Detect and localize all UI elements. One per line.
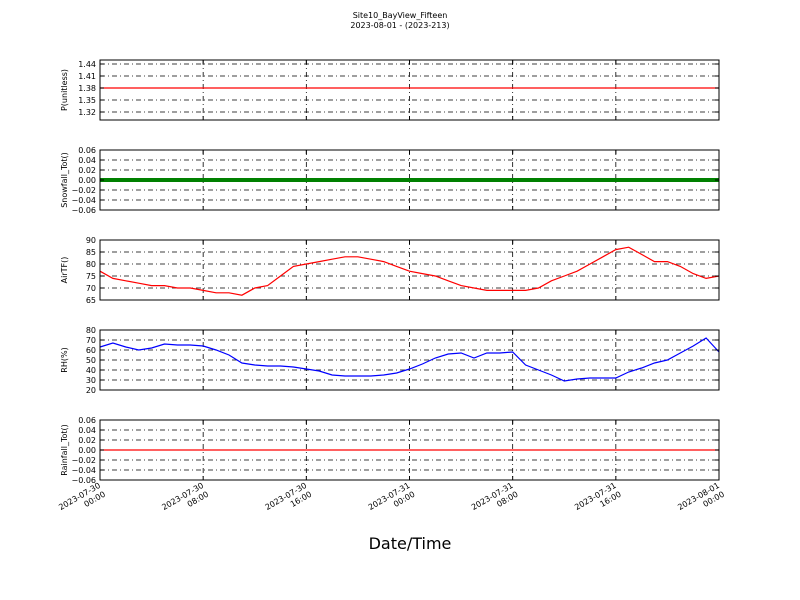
y-tick-label: −0.04 [71,196,96,205]
y-tick-label: 85 [86,248,96,257]
y-tick-label: 20 [86,386,96,395]
y-tick-label: 70 [86,336,96,345]
y-tick-label: −0.06 [71,476,96,485]
panel-1: 1.32 1.35 1.38 1.41 1.44 P(unitless) [60,59,720,121]
y-tick-label: 60 [86,346,96,355]
y-tick-label: 0.02 [78,166,96,175]
y-tick-label: −0.02 [71,456,96,465]
y-tick-label: 90 [86,236,96,245]
y-tick-label: 1.35 [78,96,96,105]
figure-title: Site10_BayView_Fifteen [352,11,448,20]
panel-5: −0.06−0.04−0.020.000.020.040.06 Rainfall_… [60,416,720,485]
y-tick-label: 1.44 [78,60,96,69]
y-tick-label: 0.04 [78,426,96,435]
y-tick-label: 0.04 [78,156,96,165]
panel-3: 65 70 75 80 85 90 AirTF() [60,236,720,305]
y-tick-label: 80 [86,260,96,269]
y-tick-label: −0.02 [71,186,96,195]
y-tick-label: 0.06 [78,416,96,425]
y-tick-label: 40 [86,366,96,375]
y-tick-label: −0.06 [71,206,96,215]
y-tick-label: 30 [86,376,96,385]
figure-subtitle: 2023-08-01 - (2023-213) [350,21,450,30]
y-tick-label: 0.06 [78,146,96,155]
y-tick-label: 1.41 [78,72,96,81]
y-tick-label: 75 [86,272,96,281]
y-tick-label: 65 [86,296,96,305]
x-axis-label: Date/Time [368,534,452,553]
y-tick-label: 70 [86,284,96,293]
y-tick-label: 0.02 [78,436,96,445]
y-axis-label: Snowfall_Tot() [60,152,69,208]
y-axis-label: AirTF() [60,257,69,284]
y-tick-label: 80 [86,326,96,335]
y-axis-label: P(unitless) [60,69,69,111]
series-line [99,246,720,296]
chart-title: Site10_BayView_Fifteen 2023-08-01 - (202… [0,11,800,31]
y-tick-label: 1.32 [78,108,96,117]
y-tick-label: 50 [86,356,96,365]
y-tick-label: −0.04 [71,466,96,475]
y-tick-label: 0.00 [78,176,96,185]
panel-2: −0.06−0.04−0.020.000.020.040.06 Snowfall_… [60,146,720,215]
y-axis-label: Rainfall_Tot() [60,424,69,476]
y-tick-label: 1.38 [78,84,96,93]
series-line [99,337,720,382]
y-axis-label: RH(%) [60,347,69,372]
y-tick-label: 0.00 [78,446,96,455]
